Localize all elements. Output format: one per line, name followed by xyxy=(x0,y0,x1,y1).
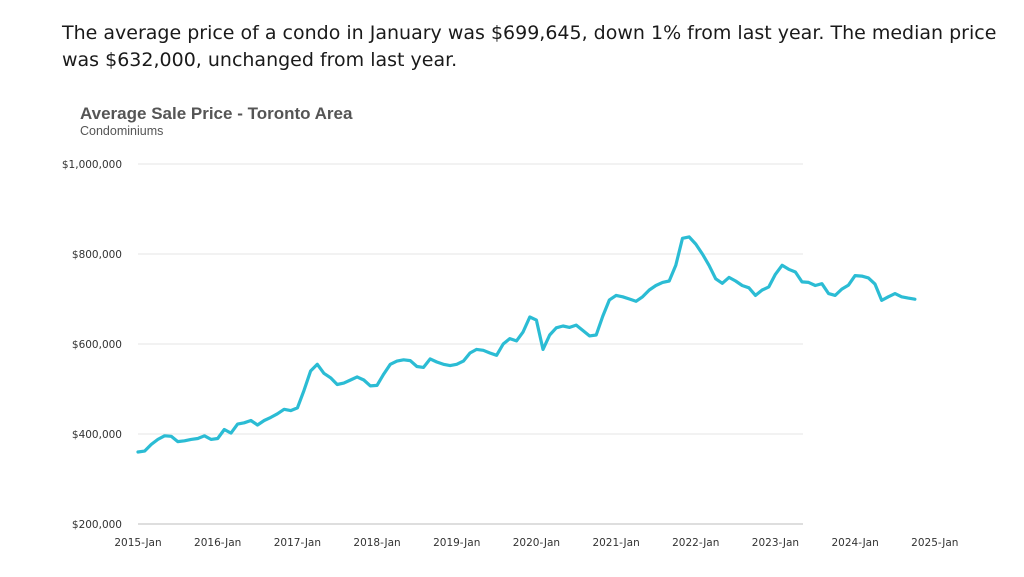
y-tick-label: $1,000,000 xyxy=(62,159,122,171)
x-tick-label: 2022-Jan xyxy=(672,537,719,549)
x-tick-label: 2019-Jan xyxy=(433,537,480,549)
x-tick-label: 2016-Jan xyxy=(194,537,241,549)
x-tick-label: 2018-Jan xyxy=(353,537,400,549)
x-tick-label: 2017-Jan xyxy=(274,537,321,549)
y-tick-label: $800,000 xyxy=(72,249,122,261)
x-tick-label: 2024-Jan xyxy=(831,537,878,549)
x-axis-ticks: 2015-Jan 2016-Jan 2017-Jan 2018-Jan 2019-Jan… xyxy=(114,537,958,549)
series-line xyxy=(136,235,917,454)
chart-subtitle: Condominiums xyxy=(80,124,164,138)
y-tick-label: $400,000 xyxy=(72,429,122,441)
y-tick-label: $200,000 xyxy=(72,519,122,531)
series-layer xyxy=(136,235,917,454)
grid-lines xyxy=(138,163,803,525)
chart-title: Average Sale Price - Toronto Area xyxy=(80,104,353,123)
x-tick-label: 2015-Jan xyxy=(114,537,161,549)
x-tick-label: 2025-Jan xyxy=(911,537,958,549)
x-tick-label: 2021-Jan xyxy=(592,537,639,549)
y-tick-label: $600,000 xyxy=(72,339,122,351)
x-tick-label: 2020-Jan xyxy=(513,537,560,549)
x-tick-label: 2023-Jan xyxy=(752,537,799,549)
y-axis-ticks: $200,000 $400,000 $600,000 $800,000 $1,000,0… xyxy=(62,159,122,531)
intro-paragraph: The average price of a condo in January … xyxy=(62,22,997,71)
